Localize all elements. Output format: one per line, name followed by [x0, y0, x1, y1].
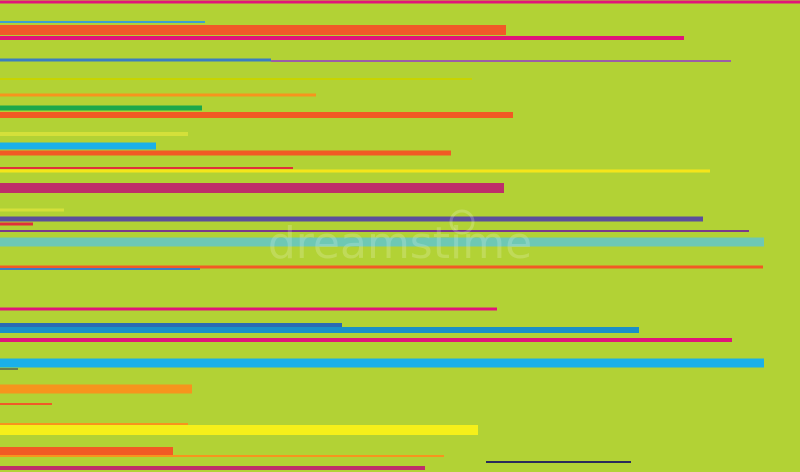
watermark: dreamstime	[268, 218, 532, 269]
watermark-logo	[449, 209, 475, 235]
